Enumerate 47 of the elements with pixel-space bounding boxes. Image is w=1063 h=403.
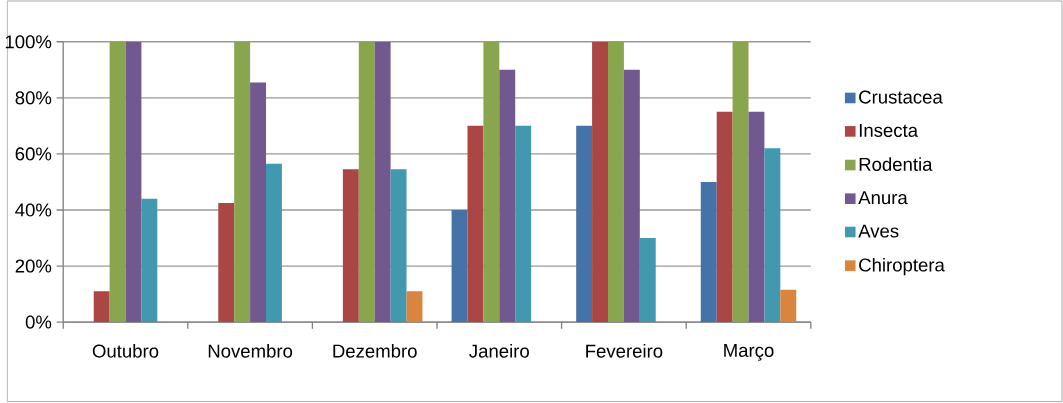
bar <box>716 112 733 323</box>
x-tick-label: Março <box>724 344 774 361</box>
bar <box>218 203 235 323</box>
bar <box>780 290 797 323</box>
bar <box>141 198 158 323</box>
y-tick-label: 100% <box>5 35 52 49</box>
y-tick-label: 20% <box>15 259 52 273</box>
x-tick-label: Novembro <box>208 344 293 358</box>
x-tick-label: Fevereiro <box>586 344 663 358</box>
bar <box>451 210 468 323</box>
y-tick-label: 60% <box>15 147 52 161</box>
bar <box>623 69 640 323</box>
bar <box>467 126 484 323</box>
y-tick-label: 0% <box>25 315 52 329</box>
bar <box>700 182 717 323</box>
y-tick-label: 40% <box>15 203 52 217</box>
bar <box>406 291 423 323</box>
bar <box>374 41 391 323</box>
bar <box>390 169 407 323</box>
bar <box>93 291 110 323</box>
legend-label: Crustacea <box>859 90 943 104</box>
bar <box>639 238 656 323</box>
bar <box>499 69 516 323</box>
legend-label: Aves <box>858 224 899 238</box>
x-tick-label: Outubro <box>92 344 159 358</box>
bar <box>576 126 593 323</box>
legend-label: Insecta <box>859 124 919 138</box>
bar <box>342 169 359 323</box>
bar <box>125 41 142 323</box>
bar <box>764 148 781 323</box>
bar <box>592 41 608 323</box>
legend-label: Anura <box>858 191 908 205</box>
y-tick-label: 80% <box>15 91 52 105</box>
bar <box>515 126 532 323</box>
x-tick-label: Janeiro <box>469 344 529 358</box>
bar <box>608 41 624 323</box>
bar <box>234 41 251 323</box>
legend-label: Chiroptera <box>859 258 945 276</box>
x-tick-label: Dezembro <box>333 344 417 358</box>
bar <box>732 41 749 323</box>
bar <box>748 112 765 323</box>
bar <box>266 163 282 323</box>
bar <box>250 82 266 323</box>
bar <box>109 41 126 323</box>
bar <box>483 41 500 323</box>
legend-label: Rodentia <box>859 157 933 172</box>
bar <box>358 41 375 323</box>
